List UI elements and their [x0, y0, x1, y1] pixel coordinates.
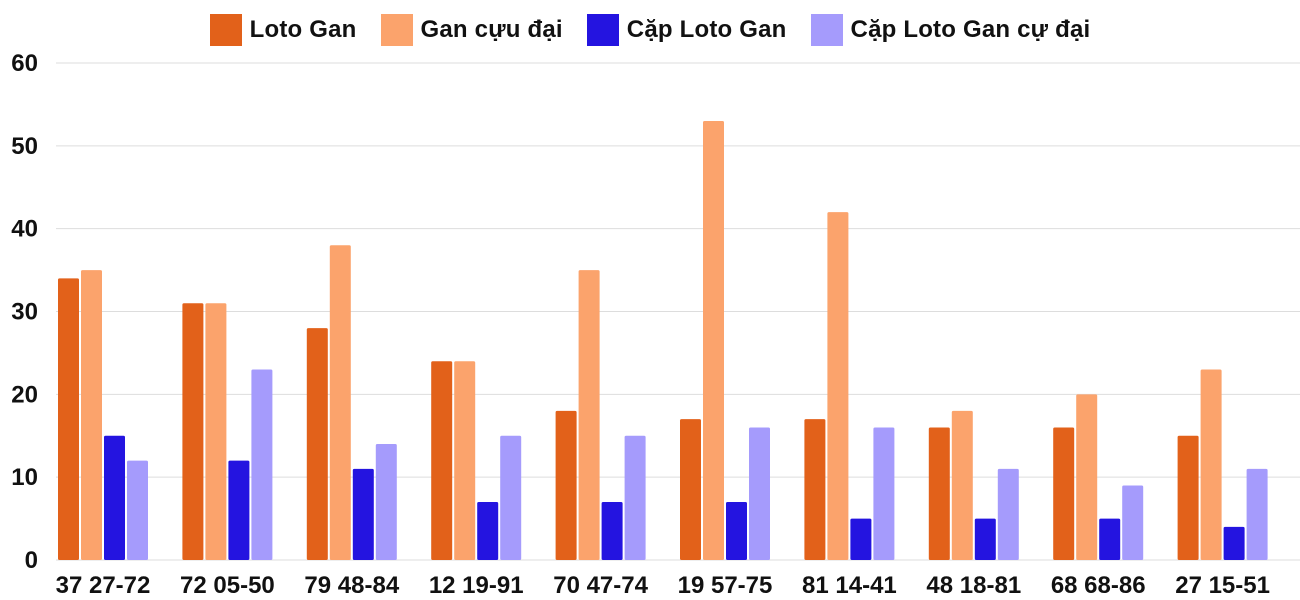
bar-cặp-loto-gan-cự-đại-3[interactable]	[500, 435, 522, 560]
bar-loto-gan-5[interactable]	[680, 419, 701, 560]
bar-loto-gan-6[interactable]	[804, 419, 826, 560]
legend-item-cap-loto-gan[interactable]: Cặp Loto Gan	[586, 14, 787, 46]
bar-cặp-loto-gan-5[interactable]	[726, 502, 747, 560]
y-tick-label: 10	[11, 464, 38, 491]
x-tick-label: 81 14-41	[802, 572, 897, 599]
bar-cặp-loto-gan-9[interactable]	[1223, 526, 1245, 560]
bar-gan-cựu-đại-5[interactable]	[703, 120, 724, 560]
x-tick-label: 72 05-50	[180, 572, 275, 599]
bar-loto-gan-2[interactable]	[306, 328, 328, 560]
bar-cặp-loto-gan-6[interactable]	[850, 518, 872, 560]
x-axis-tick-labels: 37 27-72 72 05-50 79 48-84 12 19-91 70 47-74…	[56, 572, 1270, 599]
y-tick-label: 0	[25, 547, 38, 574]
bar-gan-cựu-đại-8[interactable]	[1076, 394, 1098, 560]
bar-cặp-loto-gan-1[interactable]	[228, 460, 250, 560]
y-axis-tick-labels: 0 10 20 30 40 50 60	[11, 50, 38, 574]
bar-gan-cựu-đại-9[interactable]	[1200, 369, 1222, 560]
bar-loto-gan-8[interactable]	[1053, 427, 1075, 560]
legend-swatch-cap-loto-gan	[586, 14, 619, 46]
legend-label-loto-gan: Loto Gan	[249, 16, 357, 43]
legend-swatch-gan-cuu-dai	[380, 14, 413, 46]
bar-gan-cựu-đại-7[interactable]	[951, 410, 973, 560]
bar-cặp-loto-gan-cự-đại-5[interactable]	[749, 427, 770, 560]
legend-item-loto-gan[interactable]: Loto Gan	[209, 14, 357, 46]
legend-label-cap-loto-gan-cu-dai: Cặp Loto Gan cự đại	[850, 16, 1091, 43]
chart-legend: Loto Gan Gan cựu đại Cặp Loto Gan Cặp Lo…	[0, 12, 1300, 48]
bar-gan-cựu-đại-1[interactable]	[205, 303, 227, 560]
bar-cặp-loto-gan-cự-đại-4[interactable]	[624, 435, 646, 560]
x-tick-label: 12 19-91	[429, 572, 524, 599]
bar-cặp-loto-gan-8[interactable]	[1099, 518, 1121, 560]
bar-cặp-loto-gan-7[interactable]	[974, 518, 996, 560]
bar-loto-gan-1[interactable]	[182, 303, 204, 560]
bars	[58, 120, 1268, 560]
y-tick-label: 30	[11, 299, 38, 326]
y-tick-label: 20	[11, 381, 38, 408]
y-tick-label: 60	[11, 50, 38, 77]
x-tick-label: 19 57-75	[678, 572, 773, 599]
x-tick-label: 79 48-84	[304, 572, 399, 599]
bar-cặp-loto-gan-cự-đại-2[interactable]	[375, 444, 397, 560]
legend-label-cap-loto-gan: Cặp Loto Gan	[626, 16, 787, 43]
bar-gan-cựu-đại-4[interactable]	[578, 270, 600, 560]
bar-gan-cựu-đại-0[interactable]	[81, 270, 102, 560]
legend-item-gan-cuu-dai[interactable]: Gan cựu đại	[380, 14, 563, 46]
x-tick-label: 37 27-72	[56, 572, 151, 599]
bar-loto-gan-0[interactable]	[58, 278, 79, 560]
bar-cặp-loto-gan-cự-đại-1[interactable]	[251, 369, 273, 560]
bar-cặp-loto-gan-cự-đại-0[interactable]	[127, 460, 148, 560]
bar-cặp-loto-gan-4[interactable]	[601, 502, 623, 560]
bar-cặp-loto-gan-cự-đại-6[interactable]	[873, 427, 895, 560]
bar-loto-gan-3[interactable]	[431, 361, 453, 560]
legend-label-gan-cuu-dai: Gan cựu đại	[420, 16, 563, 43]
bar-loto-gan-4[interactable]	[555, 410, 577, 560]
bar-cặp-loto-gan-cự-đại-7[interactable]	[997, 468, 1019, 560]
bar-gan-cựu-đại-2[interactable]	[329, 245, 351, 560]
bar-cặp-loto-gan-2[interactable]	[352, 468, 374, 560]
bar-cặp-loto-gan-3[interactable]	[477, 502, 499, 560]
y-tick-label: 50	[11, 133, 38, 160]
x-tick-label: 48 18-81	[926, 572, 1021, 599]
legend-swatch-cap-loto-gan-cu-dai	[810, 14, 843, 46]
bar-gan-cựu-đại-6[interactable]	[827, 212, 849, 560]
bar-cặp-loto-gan-0[interactable]	[104, 435, 125, 560]
bar-loto-gan-7[interactable]	[928, 427, 950, 560]
legend-item-cap-loto-gan-cu-dai[interactable]: Cặp Loto Gan cự đại	[810, 14, 1091, 46]
x-tick-label: 68 68-86	[1051, 572, 1146, 599]
x-tick-label: 70 47-74	[553, 572, 648, 599]
x-tick-label: 27 15-51	[1175, 572, 1270, 599]
bar-gan-cựu-đại-3[interactable]	[454, 361, 476, 560]
bar-cặp-loto-gan-cự-đại-8[interactable]	[1122, 485, 1144, 560]
bar-cặp-loto-gan-cự-đại-9[interactable]	[1246, 468, 1268, 560]
bar-loto-gan-9[interactable]	[1177, 435, 1199, 560]
legend-swatch-loto-gan	[209, 14, 242, 46]
y-tick-label: 40	[11, 216, 38, 243]
